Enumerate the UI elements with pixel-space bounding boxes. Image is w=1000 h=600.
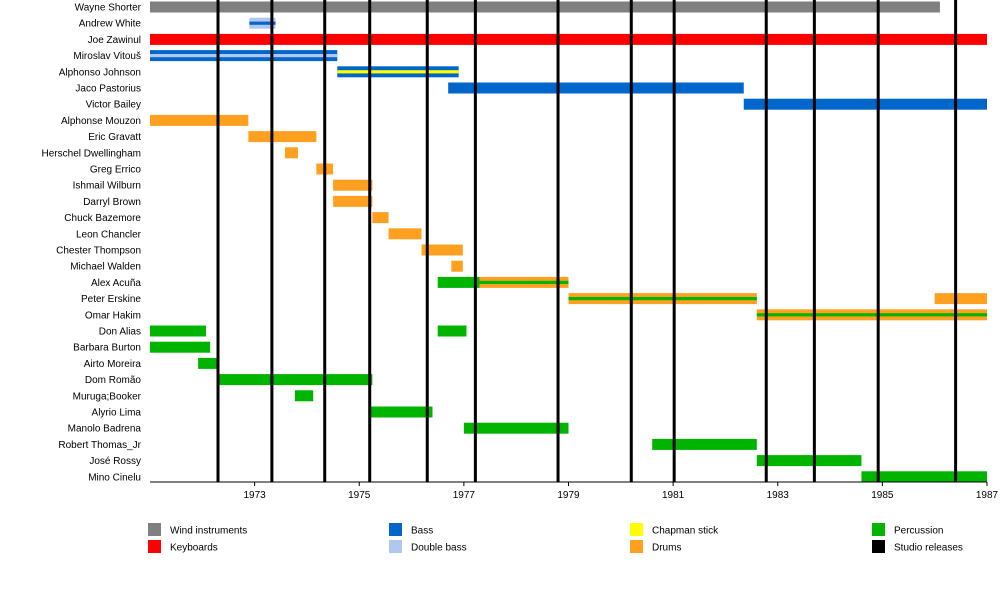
member-name-manolo-badrena: Manolo Badrena xyxy=(68,424,142,435)
legend-swatch-double-bass xyxy=(389,540,402,553)
bar-jaco-pastorius-1 xyxy=(448,82,744,94)
legend-swatch-wind-instruments xyxy=(148,523,161,536)
legend-swatch-bass xyxy=(389,523,402,536)
x-tick-label-1987: 1987 xyxy=(976,490,999,501)
member-name-robert-thomas-jr: Robert Thomas_Jr xyxy=(58,440,141,451)
bar-ishmail-wilburn-1 xyxy=(333,179,373,191)
legend-label-keyboards: Keyboards xyxy=(170,543,218,554)
legend-swatch-studio-releases xyxy=(872,540,885,553)
bar-inner-alex-acuna-2 xyxy=(479,280,569,284)
bar-muruga-booker-1 xyxy=(294,390,314,402)
legend-label-chapman-stick: Chapman stick xyxy=(652,526,719,537)
bar-alyrio-lima-1 xyxy=(370,406,433,418)
bar-manolo-badrena-1 xyxy=(463,422,569,434)
bar-joe-zawinul-1 xyxy=(150,33,987,45)
member-name-leon-chancler: Leon Chancler xyxy=(76,229,142,240)
bar-wayne-shorter-1 xyxy=(150,1,940,13)
member-name-chuck-bazemore: Chuck Bazemore xyxy=(64,213,141,224)
bar-alex-acuna-1 xyxy=(437,276,480,288)
bar-inner-peter-erskine-1 xyxy=(568,297,757,301)
member-name-jaco-pastorius: Jaco Pastorius xyxy=(75,84,141,95)
bar-inner-andrew-white-1 xyxy=(249,21,276,25)
legend: Wind instruments Keyboards Bass Double bass… xyxy=(148,523,963,554)
bar-chester-thompson-1 xyxy=(421,244,463,256)
bar-jose-rossy-1 xyxy=(756,455,862,467)
member-bars xyxy=(150,1,987,483)
member-name-mino-cinelu: Mino Cinelu xyxy=(88,472,141,483)
legend-label-drums: Drums xyxy=(652,543,681,554)
bar-barbara-burton-1 xyxy=(150,341,211,353)
x-tick-label-1985: 1985 xyxy=(871,490,894,501)
bar-don-alias-1 xyxy=(150,325,206,337)
bar-don-alias-2 xyxy=(437,325,467,337)
member-name-alyrio-lima: Alyrio Lima xyxy=(92,408,142,419)
member-names: Wayne Shorter Andrew White Joe Zawinul Miro… xyxy=(42,3,142,484)
bar-alphonse-mouzon-1 xyxy=(150,114,249,126)
bar-victor-bailey-1 xyxy=(743,98,987,110)
legend-swatch-drums xyxy=(630,540,643,553)
member-name-eric-gravatt: Eric Gravatt xyxy=(88,132,141,143)
x-tick-label-1975: 1975 xyxy=(348,490,371,501)
bar-chuck-bazemore-1 xyxy=(372,212,389,224)
x-axis: 1973 1975 1977 1979 1981 1983 1985 1987 xyxy=(150,481,999,501)
bar-peter-erskine-2 xyxy=(934,293,987,305)
studio-release-lines xyxy=(216,0,958,482)
member-name-joe-zawinul: Joe Zawinul xyxy=(88,35,141,46)
bar-inner-alphonso-johnson-1 xyxy=(337,70,459,74)
legend-label-wind-instruments: Wind instruments xyxy=(170,526,247,537)
bar-airto-moreira-1 xyxy=(198,357,219,369)
bar-darryl-brown-1 xyxy=(333,195,373,207)
x-tick-label-1983: 1983 xyxy=(767,490,790,501)
legend-swatch-percussion xyxy=(872,523,885,536)
bar-dom-romao-1 xyxy=(218,374,373,386)
bar-leon-chancler-1 xyxy=(388,228,422,240)
member-name-dom-romao: Dom Romão xyxy=(85,375,142,386)
member-name-darryl-brown: Darryl Brown xyxy=(83,197,141,208)
legend-label-percussion: Percussion xyxy=(894,526,943,537)
member-name-greg-errico: Greg Errico xyxy=(90,165,142,176)
bar-mino-cinelu-1 xyxy=(861,471,987,483)
member-name-peter-erskine: Peter Erskine xyxy=(81,294,141,305)
legend-label-studio-releases: Studio releases xyxy=(894,543,963,554)
x-tick-label-1981: 1981 xyxy=(662,490,685,501)
member-name-alphonse-mouzon: Alphonse Mouzon xyxy=(61,116,141,127)
member-name-herschel-dwellingham: Herschel Dwellingham xyxy=(42,148,141,159)
legend-label-bass: Bass xyxy=(411,526,433,537)
legend-label-double-bass: Double bass xyxy=(411,543,467,554)
member-name-omar-hakim: Omar Hakim xyxy=(85,310,141,321)
bar-inner-omar-hakim-1 xyxy=(756,313,987,317)
member-name-chester-thompson: Chester Thompson xyxy=(56,246,141,257)
legend-swatch-keyboards xyxy=(148,540,161,553)
bar-herschel-dwellingham-1 xyxy=(284,147,299,159)
member-name-barbara-burton: Barbara Burton xyxy=(73,343,141,354)
member-name-muruga-booker: Muruga;Booker xyxy=(73,391,142,402)
member-name-alphonso-johnson: Alphonso Johnson xyxy=(59,67,141,78)
legend-swatch-chapman-stick xyxy=(630,523,643,536)
member-name-airto-moreira: Airto Moreira xyxy=(84,359,142,370)
member-name-ishmail-wilburn: Ishmail Wilburn xyxy=(73,181,141,192)
member-name-victor-bailey: Victor Bailey xyxy=(86,100,141,111)
bar-inner-miroslav-vitous-1 xyxy=(150,54,338,58)
x-tick-label-1979: 1979 xyxy=(557,490,580,501)
member-name-miroslav-vitous: Miroslav Vitouš xyxy=(73,51,141,62)
member-name-wayne-shorter: Wayne Shorter xyxy=(75,3,142,14)
member-name-jose-rossy: José Rossy xyxy=(89,456,141,467)
x-tick-label-1977: 1977 xyxy=(453,490,476,501)
bar-robert-thomas-jr-1 xyxy=(652,438,757,450)
member-name-alex-acuna: Alex Acuña xyxy=(91,278,141,289)
member-name-michael-walden: Michael Walden xyxy=(70,262,141,273)
member-name-andrew-white: Andrew White xyxy=(79,19,142,30)
bar-eric-gravatt-1 xyxy=(248,131,317,143)
member-name-don-alias: Don Alias xyxy=(99,327,141,338)
bar-michael-walden-1 xyxy=(451,260,463,272)
x-tick-label-1973: 1973 xyxy=(244,490,267,501)
